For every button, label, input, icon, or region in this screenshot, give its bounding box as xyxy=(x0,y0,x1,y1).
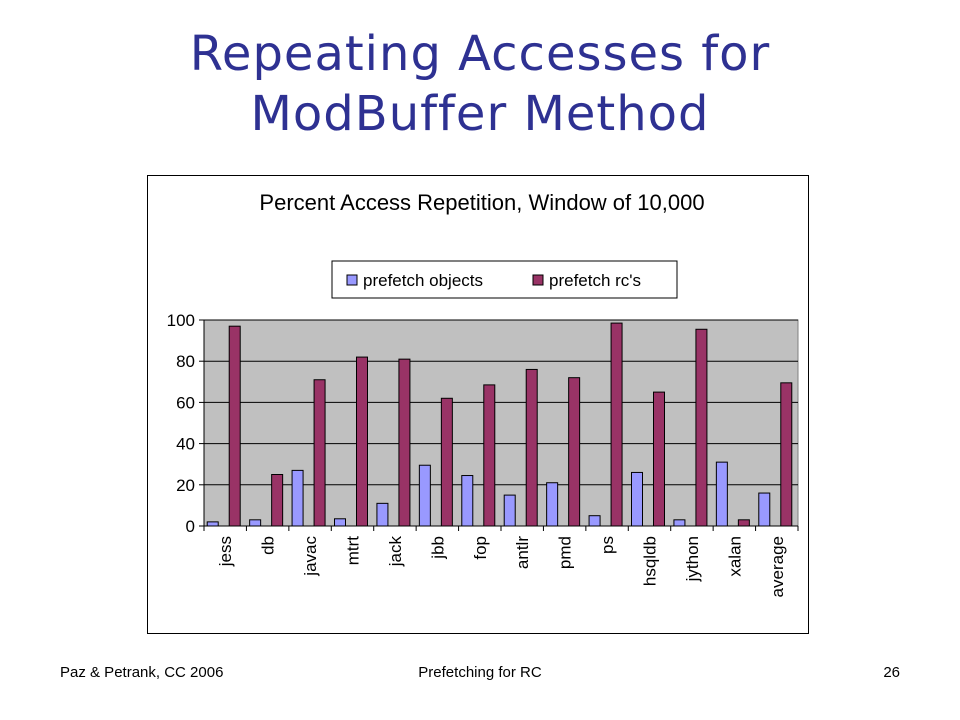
chart-container: Percent Access Repetition, Window of 10,… xyxy=(147,175,809,634)
bar-prefetch-objects xyxy=(673,519,686,527)
bar-prefetch-objects xyxy=(546,482,559,527)
legend-label-prefetch-rcs: prefetch rc's xyxy=(549,271,641,290)
chart-title: Percent Access Repetition, Window of 10,… xyxy=(259,190,704,215)
footer-talk-title: Prefetching for RC xyxy=(418,664,542,681)
bar-prefetch-rcs xyxy=(695,328,708,527)
bar-prefetch-rcs xyxy=(398,358,411,527)
bar-chart: Percent Access Repetition, Window of 10,… xyxy=(167,190,799,597)
x-tick-label: mtrt xyxy=(344,536,363,566)
bar-prefetch-rcs xyxy=(780,382,793,527)
bar-prefetch-rcs xyxy=(525,368,538,527)
slide-title: Repeating Accesses for ModBuffer Method xyxy=(0,24,960,144)
x-tick-label: pmd xyxy=(556,536,575,569)
x-tick-label: antlr xyxy=(513,536,532,569)
y-tick-label: 60 xyxy=(176,393,195,412)
x-tick-label: hsqldb xyxy=(641,536,660,586)
x-tick-label: fop xyxy=(471,536,490,560)
bar-prefetch-rcs xyxy=(271,474,284,527)
y-tick-label: 40 xyxy=(176,435,195,454)
footer-page-number: 26 xyxy=(883,664,900,681)
bar-prefetch-objects xyxy=(631,471,643,527)
bar-prefetch-objects xyxy=(461,475,474,527)
bar-prefetch-objects xyxy=(334,518,346,527)
bar-prefetch-objects xyxy=(715,461,728,527)
bar-prefetch-rcs xyxy=(737,519,750,527)
bar-prefetch-rcs xyxy=(610,322,623,527)
bar-prefetch-rcs xyxy=(313,379,326,527)
y-tick-label: 100 xyxy=(167,311,195,330)
chart-legend: prefetch objects prefetch rc's xyxy=(331,260,678,299)
x-tick-label: ps xyxy=(598,536,617,554)
legend-swatch-prefetch-objects xyxy=(346,274,358,286)
x-tick-label: javac xyxy=(301,536,320,577)
bar-prefetch-rcs xyxy=(653,391,665,527)
x-tick-label: jbb xyxy=(428,536,447,560)
x-tick-label: jython xyxy=(683,536,702,582)
legend-swatch-prefetch-rcs xyxy=(532,274,544,286)
slide-title-line-1: Repeating Accesses for xyxy=(189,26,771,82)
bar-prefetch-rcs xyxy=(483,384,496,527)
legend-frame xyxy=(331,260,678,299)
x-tick-label: average xyxy=(768,536,787,597)
footer-authors: Paz & Petrank, CC 2006 xyxy=(60,664,224,681)
bar-prefetch-objects xyxy=(291,469,304,527)
x-tick-label: db xyxy=(259,536,278,555)
plot-area: 0 20 40 60 80 100 jess db javac mtrt jack jbb fop ant… xyxy=(167,311,799,597)
bar-prefetch-objects xyxy=(249,519,262,527)
legend-label-prefetch-objects: prefetch objects xyxy=(363,271,483,290)
y-tick-label: 0 xyxy=(186,517,195,536)
bar-prefetch-rcs xyxy=(568,377,581,527)
bar-prefetch-rcs xyxy=(228,325,241,527)
bar-prefetch-objects xyxy=(376,502,389,527)
x-tick-label: xalan xyxy=(725,536,744,577)
y-tick-label: 80 xyxy=(176,352,195,371)
bar-prefetch-objects xyxy=(588,515,601,527)
bar-prefetch-objects xyxy=(503,494,516,527)
bar-prefetch-objects xyxy=(206,521,219,527)
x-tick-label: jess xyxy=(216,536,235,567)
bar-prefetch-rcs xyxy=(440,397,453,527)
bar-prefetch-rcs xyxy=(356,356,368,527)
x-tick-label: jack xyxy=(386,536,405,568)
bar-prefetch-objects xyxy=(758,492,771,527)
bar-prefetch-objects xyxy=(418,464,431,527)
y-tick-label: 20 xyxy=(176,476,195,495)
slide-title-line-2: ModBuffer Method xyxy=(250,86,710,142)
